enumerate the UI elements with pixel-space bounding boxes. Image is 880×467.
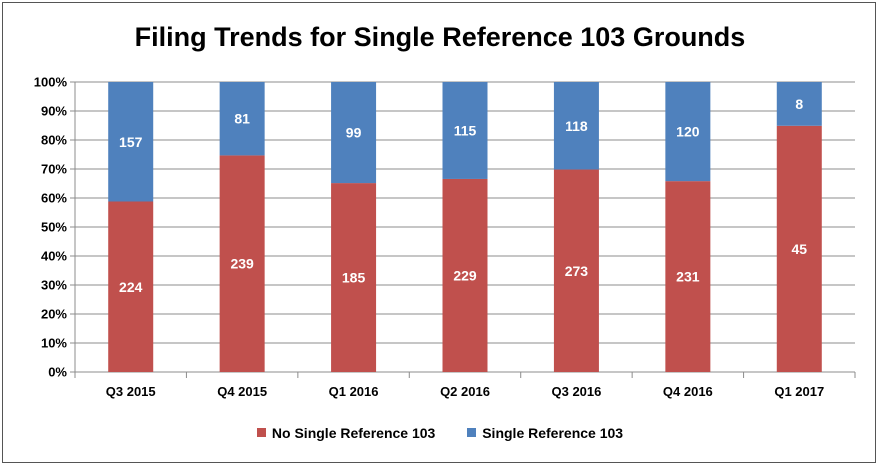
bar-segment-no-single-reference bbox=[108, 201, 154, 372]
bar-segment-single-reference bbox=[108, 82, 154, 202]
x-tick-label: Q2 2016 bbox=[440, 384, 490, 399]
data-label: 120 bbox=[676, 124, 700, 140]
x-tick-label: Q3 2015 bbox=[106, 384, 156, 399]
bar-segment-no-single-reference bbox=[665, 181, 711, 372]
chart-legend: No Single Reference 103 Single Reference… bbox=[0, 425, 880, 441]
data-label: 99 bbox=[346, 125, 362, 141]
y-tick-label: 50% bbox=[41, 220, 67, 235]
y-tick-label: 100% bbox=[34, 75, 68, 90]
bar-segment-single-reference bbox=[665, 82, 711, 182]
legend-swatch-blue bbox=[467, 428, 477, 437]
bar-segment-no-single-reference bbox=[776, 125, 822, 372]
y-tick-label: 90% bbox=[41, 104, 67, 119]
data-label: 45 bbox=[791, 241, 807, 257]
x-tick-label: Q3 2016 bbox=[551, 384, 601, 399]
y-tick-label: 30% bbox=[41, 278, 67, 293]
bar-segment-no-single-reference bbox=[553, 169, 599, 372]
bar-segment-single-reference bbox=[553, 82, 599, 170]
y-tick-label: 60% bbox=[41, 191, 67, 206]
legend-item-no-single-reference: No Single Reference 103 bbox=[256, 425, 436, 441]
legend-swatch-red bbox=[256, 428, 266, 437]
bar-segment-single-reference bbox=[442, 82, 488, 179]
bar-segment-no-single-reference bbox=[331, 183, 377, 372]
bar-segment-single-reference bbox=[219, 82, 265, 156]
data-label: 115 bbox=[454, 122, 477, 138]
y-tick-label: 70% bbox=[41, 162, 67, 177]
x-tick-label: Q1 2016 bbox=[329, 384, 379, 399]
x-tick-label: Q4 2016 bbox=[663, 384, 713, 399]
data-label: 81 bbox=[234, 111, 250, 127]
bar-segment-no-single-reference bbox=[442, 178, 488, 372]
data-label: 8 bbox=[795, 96, 803, 112]
data-label: 231 bbox=[676, 269, 700, 285]
data-label: 118 bbox=[565, 118, 588, 134]
data-label: 229 bbox=[453, 267, 477, 283]
legend-label: No Single Reference 103 bbox=[271, 425, 436, 441]
y-tick-label: 0% bbox=[48, 365, 67, 380]
data-label: 185 bbox=[342, 270, 366, 286]
chart-title: Filing Trends for Single Reference 103 G… bbox=[134, 22, 746, 52]
y-tick-label: 40% bbox=[41, 249, 67, 264]
y-tick-label: 80% bbox=[41, 133, 67, 148]
x-tick-label: Q1 2017 bbox=[774, 384, 824, 399]
data-label: 239 bbox=[230, 256, 254, 272]
data-label: 273 bbox=[565, 263, 589, 279]
x-tick-label: Q4 2015 bbox=[217, 384, 267, 399]
bar-segment-single-reference bbox=[776, 82, 822, 126]
y-tick-label: 20% bbox=[41, 307, 67, 322]
legend-label: Single Reference 103 bbox=[482, 425, 624, 441]
y-tick-label: 10% bbox=[41, 336, 67, 351]
bar-segment-single-reference bbox=[331, 82, 377, 184]
bar-segment-no-single-reference bbox=[219, 155, 265, 372]
legend-item-single-reference: Single Reference 103 bbox=[467, 425, 623, 441]
data-label: 224 bbox=[119, 279, 143, 295]
data-label: 157 bbox=[119, 134, 143, 150]
